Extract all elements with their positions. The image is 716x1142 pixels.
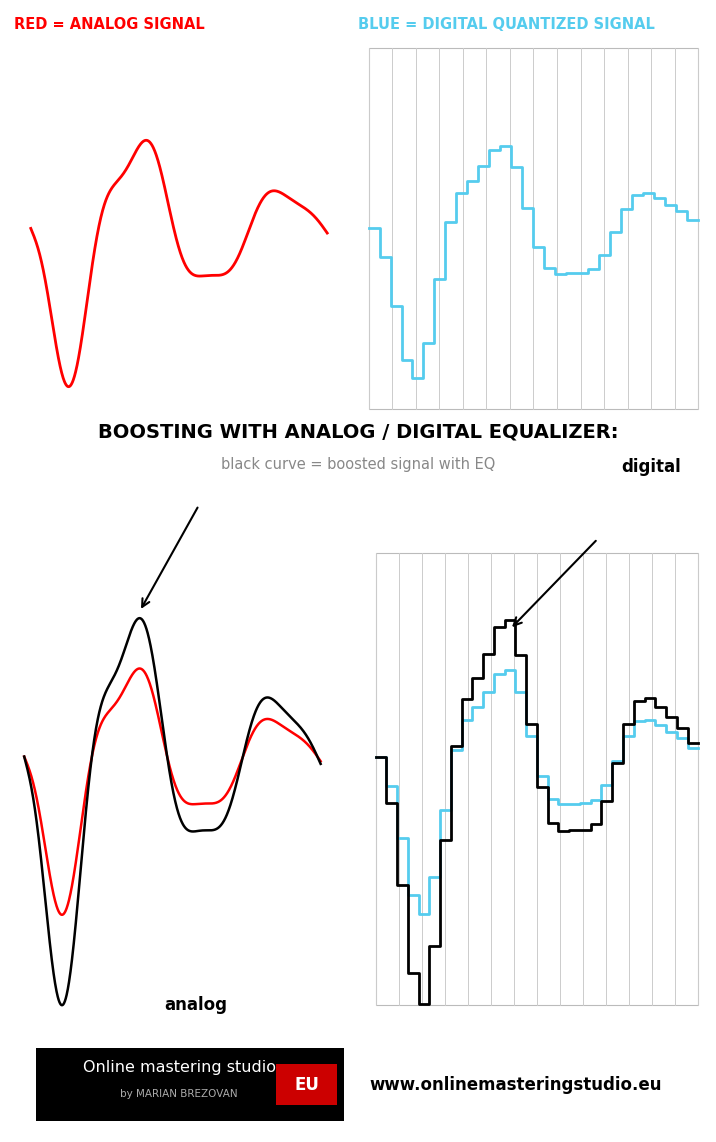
Text: BLUE = DIGITAL QUANTIZED SIGNAL: BLUE = DIGITAL QUANTIZED SIGNAL (358, 17, 655, 32)
Bar (36, 1048, 344, 1121)
Text: digital: digital (621, 458, 681, 476)
Bar (276, 1064, 337, 1105)
Text: RED = ANALOG SIGNAL: RED = ANALOG SIGNAL (14, 17, 205, 32)
Text: Online mastering studio: Online mastering studio (82, 1060, 276, 1076)
Text: BOOSTING WITH ANALOG / DIGITAL EQUALIZER:: BOOSTING WITH ANALOG / DIGITAL EQUALIZER… (98, 423, 618, 441)
Bar (376, 553, 698, 1005)
Text: www.onlinemasteringstudio.eu: www.onlinemasteringstudio.eu (369, 1076, 662, 1094)
Text: analog: analog (164, 996, 227, 1014)
Text: EU: EU (294, 1076, 319, 1094)
Text: by MARIAN BREZOVAN: by MARIAN BREZOVAN (120, 1089, 238, 1099)
Text: black curve = boosted signal with EQ: black curve = boosted signal with EQ (221, 457, 495, 472)
